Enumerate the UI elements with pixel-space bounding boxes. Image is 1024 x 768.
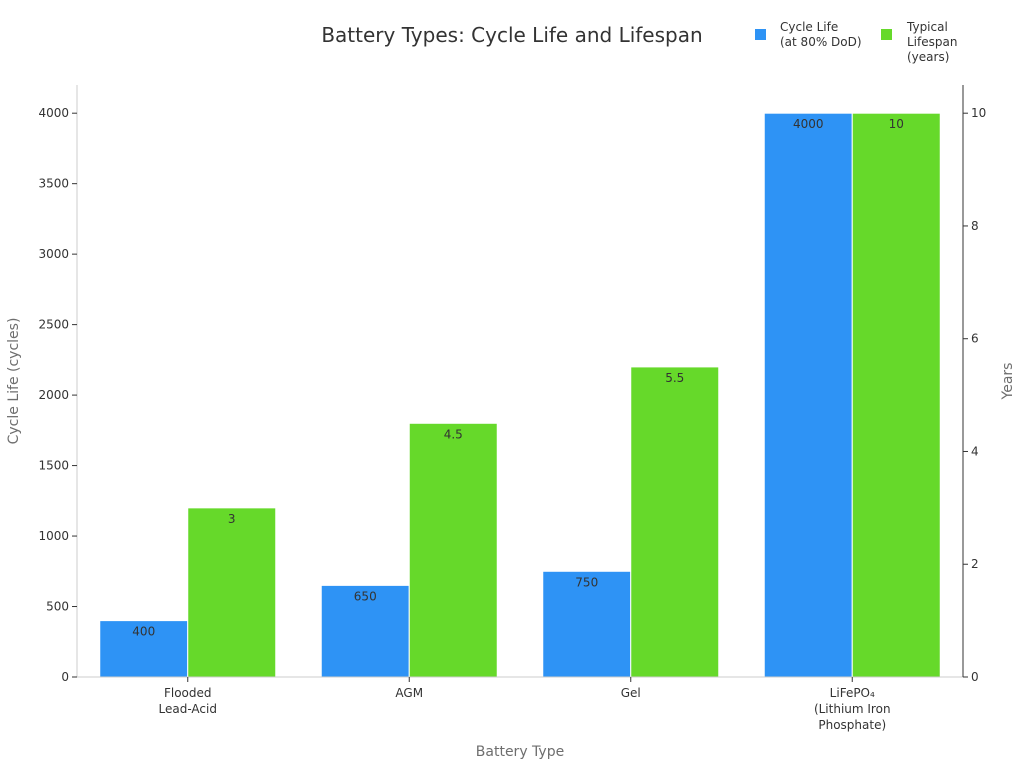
data-label-lifespan-2: 5.5 [665, 371, 684, 385]
legend-label-0: Cycle Life (at 80% DoD) [780, 20, 862, 49]
data-labels: 400 3 650 4.5 750 5.5 4000 10 [132, 117, 904, 638]
y2-tick-label: 10 [971, 106, 986, 120]
y-tick-label: 3000 [38, 247, 69, 261]
data-label-lifespan-1: 4.5 [444, 427, 463, 441]
y-tick-label: 3500 [38, 177, 69, 191]
x-tick-label: Flooded Lead-Acid [159, 686, 217, 716]
bar-cycle-life-1 [320, 584, 410, 678]
bar-lifespan-0 [187, 507, 277, 678]
legend-swatch-0 [755, 29, 766, 40]
bar-lifespan-1 [408, 422, 498, 678]
x-tick-label: Gel [621, 686, 641, 700]
bar-cycle-life-0 [99, 620, 189, 678]
y2-tick-label: 8 [971, 219, 979, 233]
chart-title: Battery Types: Cycle Life and Lifespan [321, 23, 702, 47]
y-tick-label: 2500 [38, 318, 69, 332]
y-tick-label: 1500 [38, 459, 69, 473]
x-tick-label: LiFePO₄ (Lithium Iron Phosphate) [814, 686, 891, 732]
y-tick-label: 2000 [38, 388, 69, 402]
x-axis-label: Battery Type [476, 744, 564, 760]
y2-tick-label: 0 [971, 670, 979, 684]
y-tick-label: 4000 [38, 106, 69, 120]
y-axis-label: Cycle Life (cycles) [6, 318, 22, 445]
data-label-cycle-life-1: 650 [354, 589, 377, 603]
bar-lifespan-3 [851, 112, 941, 678]
y2-axis-label: Years [1000, 363, 1016, 401]
y2-tick-label: 4 [971, 444, 979, 458]
y2-tick-label: 2 [971, 557, 979, 571]
bars [99, 112, 941, 678]
data-label-cycle-life-2: 750 [575, 575, 598, 589]
bar-lifespan-2 [630, 366, 720, 678]
data-label-cycle-life-0: 400 [132, 625, 155, 639]
bar-cycle-life-3 [763, 112, 853, 678]
data-label-lifespan-3: 10 [889, 117, 904, 131]
y-tick-label: 1000 [38, 529, 69, 543]
legend: Cycle Life (at 80% DoD) Typical Lifespan (ye… [755, 20, 957, 64]
data-label-lifespan-0: 3 [228, 512, 236, 526]
legend-swatch-1 [881, 29, 892, 40]
y2-tick-label: 6 [971, 332, 979, 346]
y-tick-label: 500 [46, 600, 69, 614]
x-tick-label: AGM [395, 686, 423, 700]
legend-label-1: Typical Lifespan (years) [906, 20, 957, 64]
data-label-cycle-life-3: 4000 [793, 117, 824, 131]
y-tick-label: 0 [61, 670, 69, 684]
axes: 0 500 1000 1500 2000 2500 3000 3500 4000 0 2 4 6 8 10 F… [38, 85, 986, 732]
bar-cycle-life-2 [542, 570, 632, 678]
